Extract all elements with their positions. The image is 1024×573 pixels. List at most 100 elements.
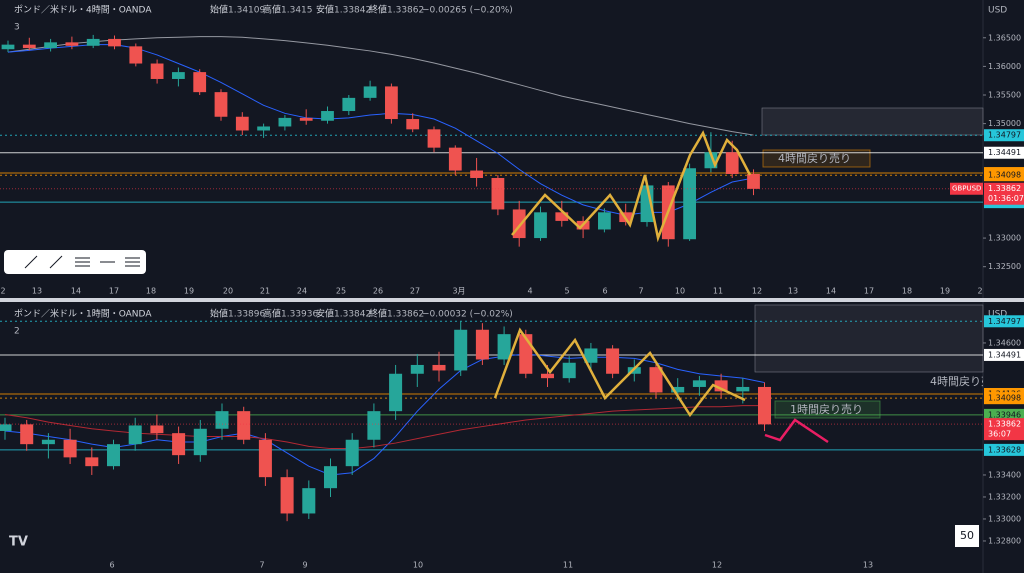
candle-body [475,329,489,360]
ohlc-value: 1.33862 [387,310,424,320]
chart-title: ポンド／米ドル・1時間・OANDA [14,308,152,320]
annotation-box [774,400,881,419]
candle-body [671,386,685,393]
zone-box [761,107,984,136]
price-tag [984,146,1024,159]
y-tick-label: 1.32800 [988,536,1021,545]
price-tag [984,443,1024,456]
toolbar-icons [24,255,140,269]
x-tick-label: 17 [864,287,874,296]
drawing [493,327,746,418]
candle-body [584,348,598,363]
candle-body [65,42,79,46]
annotation: 4時間戻り売り [930,375,1003,388]
x-tick-label: 18 [902,287,912,296]
candle-body [470,170,483,178]
x-tick-label: 26 [373,287,383,296]
candle-body [385,86,398,120]
x-tick-label: 6 [602,287,607,296]
candle-body [342,97,356,112]
drawing [511,130,752,243]
candle-body [214,92,228,117]
candle-body [757,386,772,425]
x-tick-label: 7 [638,287,643,296]
x-tick-label: 9 [302,561,307,570]
candle-body [128,425,142,445]
candle-body [1,44,15,50]
candle-body [497,334,511,360]
y-tick-label: 1.32500 [988,262,1021,271]
change: −0.00265 (−0.20%) [422,6,513,16]
indicator-count: 2 [14,327,20,337]
candle-body [172,433,186,456]
candle-body [491,177,505,210]
candle-body [63,439,77,458]
x-tick-label: 2 [977,287,982,296]
x-tick-label: 7 [259,561,264,570]
price-tag [984,348,1024,361]
ohlc-value: 1.3415 [281,6,313,16]
price-tag [984,169,1024,182]
candle-body [389,373,403,412]
ohlc-label: 終値 [369,308,387,320]
y-tick-label: 1.36000 [988,62,1021,71]
x-tick-label: 5 [564,287,569,296]
candle-body [540,373,555,379]
candle-body [649,367,663,393]
price-tag-label: 1.34797 [988,131,1021,140]
price-tag-label: 1.33628 [988,445,1021,454]
candle-body [427,129,441,148]
candle-body [299,117,313,121]
ohlc-label: 安値 [316,4,334,16]
x-tick-label: 4 [527,287,532,296]
candle-body [345,439,359,467]
ohlc-label: 安値 [316,308,334,320]
y-tick-label: 1.36500 [988,33,1021,42]
y-tick-label: 1.33000 [988,234,1021,243]
candle-body [150,425,164,434]
ohlc-label: 始値 [210,4,228,16]
candle-body [692,380,706,387]
candle-body [448,147,462,171]
symbol-tag [950,182,983,195]
y-tick-label: 1.33400 [988,470,1021,479]
ohlc-value: 1.33842 [334,310,371,320]
x-tick-label: 19 [940,287,950,296]
candle-body [278,117,292,127]
x-tick-label: 12 [712,561,722,570]
x-tick-label: 18 [146,287,156,296]
projection [764,418,829,444]
x-tick-label: 13 [863,561,873,570]
x-tick-label: 24 [297,287,307,296]
currency: USD [988,6,1007,16]
candle-body [683,168,696,240]
candle-body [85,457,99,467]
last-price-label: 1.33862 [988,184,1021,193]
badge: 50 [960,529,974,542]
price-tag-label: 1.34098 [988,171,1021,180]
candle-body [725,152,739,174]
countdown: 36:07 [988,430,1011,439]
candle-body [562,362,576,379]
ohlc-value: 1.34109 [228,6,265,16]
price-tag [984,129,1024,142]
y-tick-label: 1.34600 [988,338,1021,347]
candle-body [106,444,121,467]
candle-body [714,380,728,392]
x-tick-label: 11 [563,561,573,570]
price-tag-label: 1.33946 [988,410,1021,419]
ohlc-label: 高値 [263,308,281,320]
indicator-count: 3 [14,23,20,33]
x-tick-label: 3月 [452,287,465,296]
x-tick-label: 19 [184,287,194,296]
x-tick-label: 14 [826,287,836,296]
ohlc-label: 始値 [210,308,228,320]
logo: TV [9,535,28,550]
candle-body [302,488,316,514]
ohlc-value: 1.33936 [281,310,318,320]
candle-body [41,439,55,445]
candle-body [512,209,526,239]
